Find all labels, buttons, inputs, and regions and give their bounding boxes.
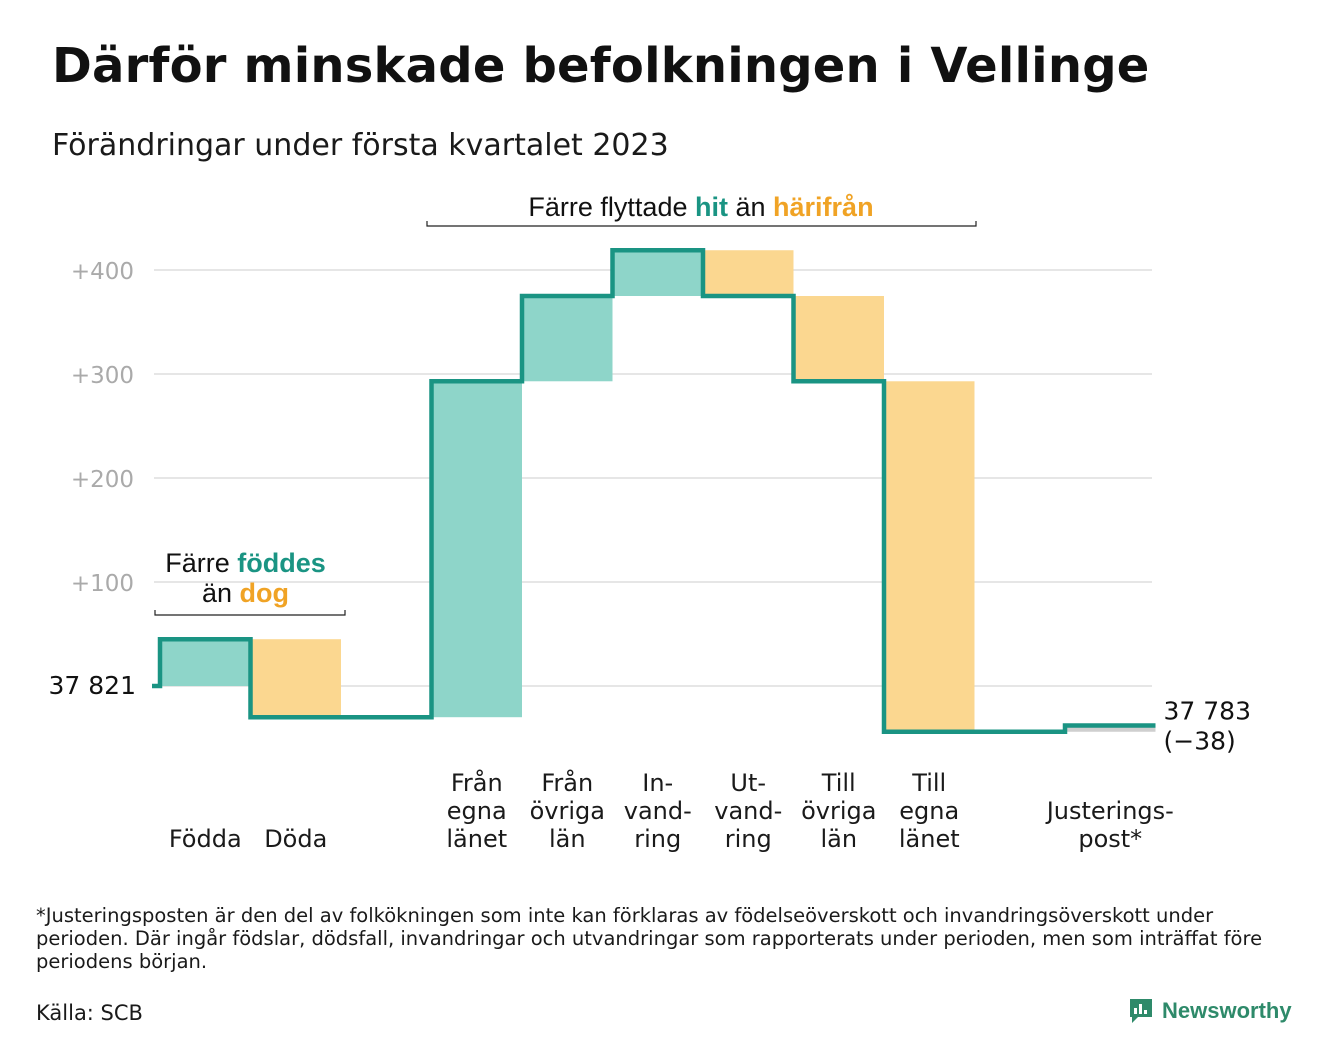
y-tick-label: +300: [71, 363, 134, 389]
category-label: Från: [541, 768, 593, 797]
annotation-births-line1: Färre föddes: [165, 548, 326, 578]
brand-logo: Newsworthy: [1128, 997, 1292, 1025]
category-label: län: [549, 825, 586, 853]
y-tick-label: +400: [71, 259, 134, 285]
waterfall-bar: [250, 639, 341, 718]
end-value-label: 37 783: [1164, 697, 1251, 726]
category-label: Justerings-: [1045, 797, 1174, 825]
y-tick-label: +100: [71, 571, 134, 597]
waterfall-bar: [884, 381, 975, 732]
waterfall-bar: [160, 639, 251, 686]
annotation-migration: Färre flyttade hit än härifrån: [528, 192, 873, 222]
annotation-births-line2: än dog: [202, 578, 289, 608]
waterfall-bar: [1065, 725, 1156, 732]
source-label: Källa: SCB: [36, 1001, 143, 1025]
category-label: Ut-: [730, 769, 766, 797]
chart-title: Därför minskade befolkningen i Vellinge: [52, 38, 1150, 94]
footnote: *Justeringsposten är den del av folkökni…: [36, 904, 1263, 973]
chart-subtitle: Förändringar under första kvartalet 2023: [52, 128, 669, 163]
start-value-label: 37 821: [49, 671, 136, 700]
waterfall-bar: [793, 296, 884, 382]
cumulative-step-line: [152, 247, 1156, 735]
category-label: vand-: [624, 797, 692, 825]
category-label: länet: [446, 825, 507, 853]
category-label: Döda: [264, 825, 327, 853]
waterfall-bar: [431, 381, 522, 718]
category-label: övriga: [530, 797, 605, 825]
category-label: övriga: [801, 797, 876, 825]
category-label: län: [820, 825, 857, 853]
category-label: post*: [1078, 825, 1142, 853]
category-label: Till: [911, 769, 946, 797]
category-label: vand-: [714, 797, 782, 825]
category-label: Till: [821, 769, 856, 797]
annotation-migration-bracket: [426, 221, 977, 227]
category-label: In-: [642, 769, 673, 797]
waterfall-bar: [703, 250, 794, 296]
category-label: länet: [899, 825, 960, 853]
y-tick-label: +200: [71, 467, 134, 493]
category-label: Från: [451, 768, 503, 797]
category-label: egna: [899, 797, 959, 825]
annotation-births-bracket: [154, 610, 346, 616]
waterfall-bar: [522, 296, 613, 382]
category-label: egna: [447, 797, 507, 825]
category-label: ring: [634, 825, 681, 853]
brand-name: Newsworthy: [1162, 998, 1292, 1023]
end-change-label: (−38): [1164, 727, 1236, 756]
newsworthy-logo-icon: [1130, 999, 1152, 1023]
category-label: Födda: [169, 825, 242, 853]
category-label: ring: [725, 825, 772, 853]
waterfall-bar: [612, 250, 703, 296]
